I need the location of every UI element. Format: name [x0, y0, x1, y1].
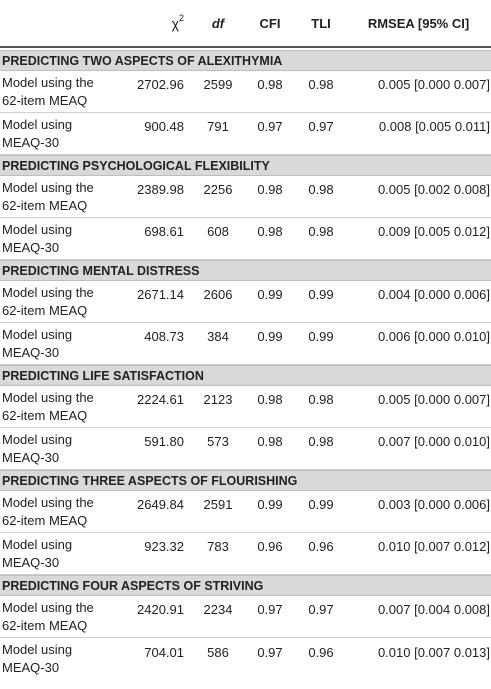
model-label-cell: Model using MEAQ-30: [2, 642, 73, 675]
rmsea-cell: 0.004 [0.000 0.006]: [377, 287, 490, 302]
tli-cell: 0.99: [308, 329, 334, 344]
rmsea-cell: 0.005 [0.002 0.008]: [377, 182, 490, 197]
chi-square-cell: 2671.14: [137, 287, 184, 302]
model-label-cell: Model using the 62-item MEAQ: [2, 74, 94, 108]
tli-cell: 0.97: [308, 119, 334, 134]
header-cfi: CFI: [259, 15, 281, 31]
rmsea-cell: 0.005 [0.000 0.007]: [377, 77, 490, 92]
df-cell: 2234: [203, 602, 233, 617]
tli-cell: 0.98: [308, 392, 334, 407]
table-row: Model using the 62-item MEAQ 2649.84 2591 0…: [0, 491, 491, 533]
cfi-cell: 0.97: [257, 119, 283, 134]
tli-cell: 0.98: [308, 434, 334, 449]
cfi-cell: 0.97: [257, 602, 283, 617]
section-header: PREDICTING MENTAL DISTRESS: [0, 260, 491, 281]
df-cell: 2256: [203, 182, 233, 197]
cfi-cell: 0.99: [257, 287, 283, 302]
df-cell: 573: [207, 434, 229, 449]
header-rmsea: RMSEA [95% CI]: [367, 15, 470, 31]
df-cell: 783: [207, 539, 229, 554]
df-cell: 2606: [203, 287, 233, 302]
section-header: PREDICTING LIFE SATISFACTION: [0, 365, 491, 386]
chi-square-cell: 923.32: [144, 539, 184, 554]
cfi-cell: 0.98: [257, 392, 283, 407]
rmsea-cell: 0.008 [0.005 0.011]: [378, 119, 490, 134]
table-row: Model using the 62-item MEAQ 2671.14 2606 0…: [0, 281, 491, 323]
chi-square-cell: 2702.96: [137, 77, 184, 92]
model-label-cell: Model using the 62-item MEAQ: [2, 599, 94, 633]
cfi-cell: 0.98: [257, 182, 283, 197]
section-header: PREDICTING FOUR ASPECTS OF STRIVING: [0, 575, 491, 596]
table-row: Model using the 62-item MEAQ 2389.98 2256 0…: [0, 176, 491, 218]
tli-cell: 0.96: [308, 539, 334, 554]
rmsea-cell: 0.005 [0.000 0.007]: [377, 392, 490, 407]
cfi-cell: 0.99: [257, 329, 283, 344]
tli-cell: 0.96: [308, 644, 334, 660]
model-label-cell: Model using MEAQ-30: [2, 116, 73, 150]
df-cell: 384: [207, 329, 229, 344]
model-label-cell: Model using MEAQ-30: [2, 536, 73, 570]
cfi-cell: 0.96: [257, 539, 283, 554]
chi-square-cell: 704.01: [144, 644, 184, 660]
rmsea-cell: 0.006 [0.000 0.010]: [377, 329, 490, 344]
tli-cell: 0.98: [308, 77, 334, 92]
model-label-cell: Model using the 62-item MEAQ: [2, 179, 94, 213]
rmsea-cell: 0.003 [0.000 0.006]: [377, 497, 490, 512]
rmsea-cell: 0.010 [0.007 0.012]: [377, 539, 490, 554]
section-header: PREDICTING THREE ASPECTS OF FLOURISHING: [0, 470, 491, 491]
section-header: PREDICTING TWO ASPECTS OF ALEXITHYMIA: [0, 50, 491, 71]
table-row: Model using the 62-item MEAQ 2702.96 2599 0…: [0, 71, 491, 113]
table-row: Model using MEAQ-30 698.61 608 0.98 0.98 0.00…: [0, 218, 491, 260]
chi-square-cell: 2420.91: [137, 602, 184, 617]
df-cell: 586: [207, 644, 229, 660]
model-label-cell: Model using MEAQ-30: [2, 221, 73, 255]
model-label-cell: Model using the 62-item MEAQ: [2, 284, 94, 318]
header-chi-square: χ2: [171, 12, 184, 32]
cfi-cell: 0.98: [257, 434, 283, 449]
table-header-row: χ2 df CFI TLI RMSEA [95% CI]: [0, 0, 491, 48]
chi-square-cell: 408.73: [144, 329, 184, 344]
tli-cell: 0.98: [308, 224, 334, 239]
rmsea-cell: 0.010 [0.007 0.013]: [377, 644, 490, 660]
table-row: Model using MEAQ-30 591.80 573 0.98 0.98 0.00…: [0, 428, 491, 470]
df-cell: 2123: [203, 392, 233, 407]
model-label-cell: Model using the 62-item MEAQ: [2, 389, 94, 423]
chi-square-cell: 2224.61: [137, 392, 184, 407]
cfi-cell: 0.98: [257, 224, 283, 239]
table-row: Model using the 62-item MEAQ 2420.91 2234 0…: [0, 596, 491, 638]
df-cell: 2599: [203, 77, 233, 92]
model-label-cell: Model using MEAQ-30: [2, 431, 73, 465]
df-cell: 791: [207, 119, 229, 134]
tli-cell: 0.97: [308, 602, 334, 617]
chi-square-cell: 698.61: [144, 224, 184, 239]
tli-cell: 0.98: [308, 182, 334, 197]
cfi-cell: 0.98: [257, 77, 283, 92]
rmsea-cell: 0.009 [0.005 0.012]: [377, 224, 490, 239]
model-label-cell: Model using the 62-item MEAQ: [2, 494, 94, 528]
chi-square-cell: 900.48: [144, 119, 184, 134]
df-cell: 608: [207, 224, 229, 239]
model-label-cell: Model using MEAQ-30: [2, 326, 73, 360]
rmsea-cell: 0.007 [0.000 0.010]: [377, 434, 490, 449]
cfi-cell: 0.99: [257, 497, 283, 512]
chi-square-cell: 2389.98: [137, 182, 184, 197]
table-row: Model using MEAQ-30 900.48 791 0.97 0.97 0.00…: [0, 113, 491, 155]
rmsea-cell: 0.007 [0.004 0.008]: [377, 602, 490, 617]
tli-cell: 0.99: [308, 287, 334, 302]
df-cell: 2591: [203, 497, 233, 512]
header-tli: TLI: [311, 15, 331, 31]
table-body: PREDICTING TWO ASPECTS OF ALEXITHYMIA Mod…: [0, 50, 491, 680]
cfi-cell: 0.97: [257, 644, 283, 660]
table-row: Model using MEAQ-30 704.01 586 0.97 0.96 0.01…: [0, 638, 491, 680]
chi-square-cell: 2649.84: [137, 497, 184, 512]
chi-square-cell: 591.80: [144, 434, 184, 449]
tli-cell: 0.99: [308, 497, 334, 512]
section-header: PREDICTING PSYCHOLOGICAL FLEXIBILITY: [0, 155, 491, 176]
header-df: df: [211, 15, 225, 31]
table-row: Model using the 62-item MEAQ 2224.61 2123 0…: [0, 386, 491, 428]
table-row: Model using MEAQ-30 923.32 783 0.96 0.96 0.01…: [0, 533, 491, 575]
table-row: Model using MEAQ-30 408.73 384 0.99 0.99 0.00…: [0, 323, 491, 365]
